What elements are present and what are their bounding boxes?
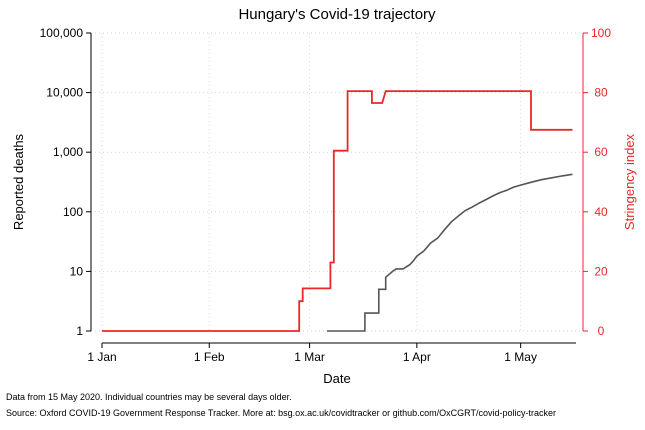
left-y-tick-label: 10,000 [46,86,83,100]
right-y-tick-label: 40 [594,205,608,219]
left-y-tick-label: 1,000 [53,145,83,159]
x-tick-label: 1 Feb [194,350,225,364]
right-y-tick-label: 100 [591,26,611,40]
left-y-axis-label: Reported deaths [11,133,26,230]
x-tick-label: 1 Apr [403,350,431,364]
right-y-axis-label: Stringency index [622,133,637,230]
right-y-tick-label: 0 [598,324,605,338]
stringency-index-line [102,90,573,332]
left-y-tick-label: 100 [63,205,83,219]
series-lines [102,90,573,332]
chart-title: Hungary's Covid-19 trajectory [238,6,436,23]
left-y-tick-label: 100,000 [40,26,84,40]
x-tick-label: 1 May [504,350,537,364]
left-y-tick-label: 10 [70,264,84,278]
reported-deaths-line [326,173,573,332]
x-axis-label: Date [323,371,350,386]
right-y-tick-label: 80 [594,86,608,100]
x-tick-label: 1 Jan [87,350,116,364]
grid-lines [91,32,583,332]
source-note: Source: Oxford COVID-19 Government Respo… [6,408,557,418]
data-note: Data from 15 May 2020. Individual countr… [6,392,292,402]
x-tick-label: 1 Mar [294,350,325,364]
axes: 1 10 100 1,000 10,000 100,000 0 20 40 60 80 100 1 Ja… [40,26,612,364]
right-y-tick-label: 60 [594,145,608,159]
right-y-tick-label: 20 [594,264,608,278]
left-y-tick-label: 1 [76,324,83,338]
